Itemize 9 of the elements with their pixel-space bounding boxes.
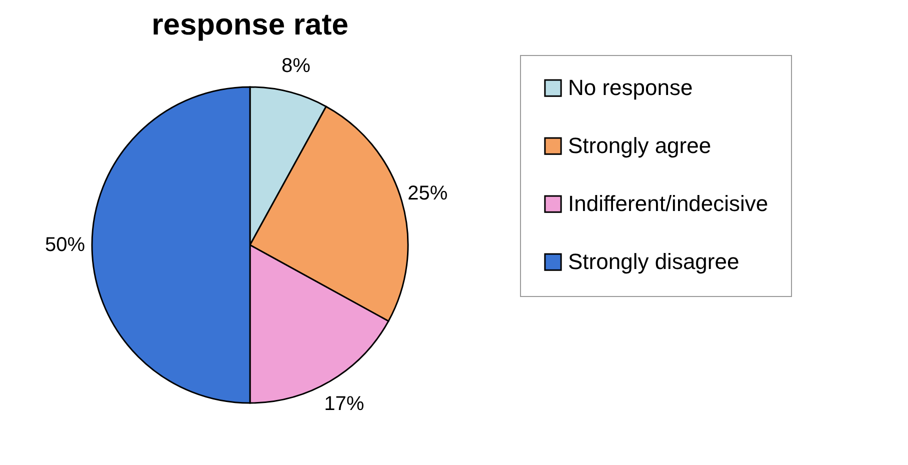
- data-label: 8%: [282, 54, 311, 77]
- data-label: 50%: [44, 234, 86, 256]
- chart-title: response rate: [152, 8, 348, 42]
- legend-label: Indifferent/indecisive: [568, 191, 768, 216]
- legend-label: Strongly disagree: [568, 249, 740, 274]
- data-label: 25%: [408, 182, 448, 204]
- legend-label: No response: [568, 75, 693, 100]
- data-label: 17%: [324, 393, 364, 416]
- legend-label: Strongly agree: [568, 133, 712, 158]
